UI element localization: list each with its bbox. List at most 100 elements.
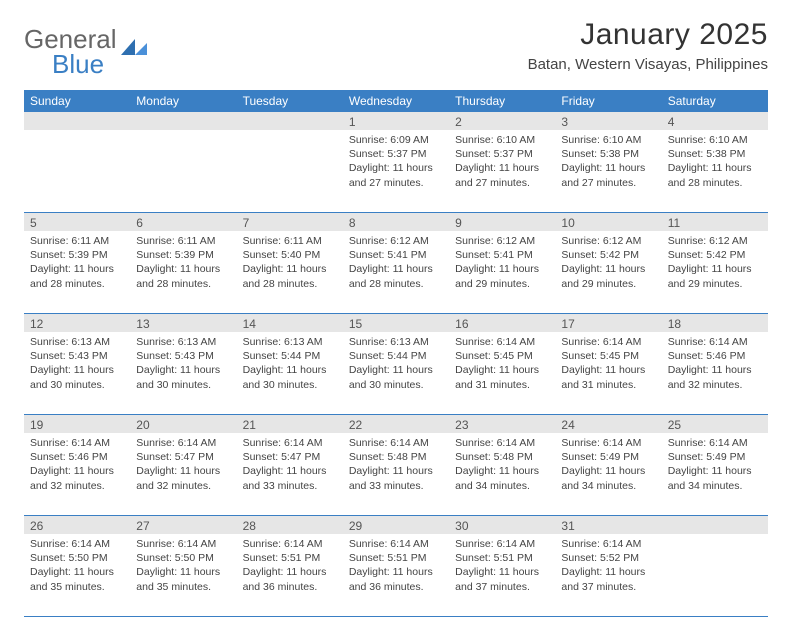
day-number: 25 [662, 415, 768, 433]
day-info-line: Daylight: 11 hours and 37 minutes. [561, 565, 655, 593]
day-number: 12 [24, 314, 130, 332]
day-info-line: Sunrise: 6:12 AM [561, 234, 655, 248]
day-info-line: Sunrise: 6:14 AM [668, 436, 762, 450]
day-number: 26 [24, 516, 130, 534]
day-cell: Sunrise: 6:14 AMSunset: 5:45 PMDaylight:… [555, 332, 661, 414]
day-cell: Sunrise: 6:14 AMSunset: 5:51 PMDaylight:… [237, 534, 343, 616]
weekday-header-row: SundayMondayTuesdayWednesdayThursdayFrid… [24, 90, 768, 112]
day-info-line: Sunset: 5:51 PM [455, 551, 549, 565]
day-info-line: Daylight: 11 hours and 31 minutes. [561, 363, 655, 391]
day-number: 2 [449, 112, 555, 130]
day-number [662, 516, 768, 534]
day-number: 14 [237, 314, 343, 332]
day-cell: Sunrise: 6:14 AMSunset: 5:46 PMDaylight:… [24, 433, 130, 515]
day-cell: Sunrise: 6:14 AMSunset: 5:47 PMDaylight:… [237, 433, 343, 515]
day-info-line: Daylight: 11 hours and 32 minutes. [30, 464, 124, 492]
day-info-line: Sunset: 5:49 PM [561, 450, 655, 464]
day-info-line: Sunset: 5:39 PM [30, 248, 124, 262]
day-info-line: Daylight: 11 hours and 29 minutes. [561, 262, 655, 290]
day-info-line: Sunset: 5:50 PM [30, 551, 124, 565]
day-number: 22 [343, 415, 449, 433]
day-info-line: Sunrise: 6:14 AM [349, 436, 443, 450]
day-info-line: Sunset: 5:44 PM [243, 349, 337, 363]
day-cell: Sunrise: 6:14 AMSunset: 5:48 PMDaylight:… [343, 433, 449, 515]
day-info-line: Sunrise: 6:11 AM [30, 234, 124, 248]
day-info-line: Sunrise: 6:14 AM [243, 537, 337, 551]
day-info-line: Sunrise: 6:12 AM [455, 234, 549, 248]
day-cell: Sunrise: 6:13 AMSunset: 5:44 PMDaylight:… [237, 332, 343, 414]
day-cell: Sunrise: 6:14 AMSunset: 5:50 PMDaylight:… [24, 534, 130, 616]
day-cell: Sunrise: 6:13 AMSunset: 5:44 PMDaylight:… [343, 332, 449, 414]
day-number: 20 [130, 415, 236, 433]
day-info-line: Sunrise: 6:14 AM [561, 335, 655, 349]
day-cell: Sunrise: 6:14 AMSunset: 5:48 PMDaylight:… [449, 433, 555, 515]
day-info-line: Daylight: 11 hours and 30 minutes. [349, 363, 443, 391]
day-info-line: Sunrise: 6:09 AM [349, 133, 443, 147]
day-info-line: Sunset: 5:44 PM [349, 349, 443, 363]
day-info-line: Daylight: 11 hours and 28 minutes. [30, 262, 124, 290]
day-info-line: Daylight: 11 hours and 28 minutes. [243, 262, 337, 290]
day-cell: Sunrise: 6:10 AMSunset: 5:38 PMDaylight:… [662, 130, 768, 212]
day-number: 18 [662, 314, 768, 332]
day-info-line: Sunset: 5:40 PM [243, 248, 337, 262]
day-info-line: Daylight: 11 hours and 30 minutes. [243, 363, 337, 391]
day-info-line: Sunrise: 6:10 AM [455, 133, 549, 147]
day-number: 21 [237, 415, 343, 433]
day-info-line: Sunrise: 6:10 AM [668, 133, 762, 147]
day-cell: Sunrise: 6:14 AMSunset: 5:49 PMDaylight:… [555, 433, 661, 515]
day-cell: Sunrise: 6:11 AMSunset: 5:40 PMDaylight:… [237, 231, 343, 313]
day-cell: Sunrise: 6:14 AMSunset: 5:51 PMDaylight:… [343, 534, 449, 616]
day-number: 9 [449, 213, 555, 231]
day-number: 6 [130, 213, 236, 231]
day-info-line: Sunrise: 6:13 AM [243, 335, 337, 349]
day-info-line: Daylight: 11 hours and 30 minutes. [136, 363, 230, 391]
week-row: Sunrise: 6:13 AMSunset: 5:43 PMDaylight:… [24, 332, 768, 415]
day-number [24, 112, 130, 130]
week-row: Sunrise: 6:11 AMSunset: 5:39 PMDaylight:… [24, 231, 768, 314]
day-info-line: Daylight: 11 hours and 36 minutes. [243, 565, 337, 593]
day-number: 24 [555, 415, 661, 433]
weekday-header: Friday [555, 90, 661, 112]
day-info-line: Sunset: 5:48 PM [455, 450, 549, 464]
day-info-line: Sunset: 5:49 PM [668, 450, 762, 464]
day-info-line: Sunset: 5:47 PM [243, 450, 337, 464]
day-number: 29 [343, 516, 449, 534]
day-number-row: 19202122232425 [24, 415, 768, 433]
week-row: Sunrise: 6:09 AMSunset: 5:37 PMDaylight:… [24, 130, 768, 213]
day-info-line: Sunset: 5:51 PM [349, 551, 443, 565]
day-cell: Sunrise: 6:11 AMSunset: 5:39 PMDaylight:… [24, 231, 130, 313]
day-info-line: Sunrise: 6:10 AM [561, 133, 655, 147]
day-info-line: Daylight: 11 hours and 35 minutes. [136, 565, 230, 593]
day-info-line: Daylight: 11 hours and 27 minutes. [455, 161, 549, 189]
day-info-line: Sunset: 5:37 PM [349, 147, 443, 161]
day-info-line: Sunrise: 6:14 AM [30, 537, 124, 551]
day-number-row: 567891011 [24, 213, 768, 231]
title-block: January 2025 Batan, Western Visayas, Phi… [528, 18, 768, 73]
day-info-line: Daylight: 11 hours and 33 minutes. [349, 464, 443, 492]
day-number: 16 [449, 314, 555, 332]
weeks-container: 1234Sunrise: 6:09 AMSunset: 5:37 PMDayli… [24, 112, 768, 617]
day-cell: Sunrise: 6:12 AMSunset: 5:42 PMDaylight:… [555, 231, 661, 313]
day-info-line: Sunset: 5:37 PM [455, 147, 549, 161]
day-info-line: Sunset: 5:38 PM [561, 147, 655, 161]
day-cell [237, 130, 343, 212]
day-cell: Sunrise: 6:11 AMSunset: 5:39 PMDaylight:… [130, 231, 236, 313]
day-number-row: 1234 [24, 112, 768, 130]
day-number: 5 [24, 213, 130, 231]
day-info-line: Sunset: 5:42 PM [668, 248, 762, 262]
day-info-line: Sunrise: 6:11 AM [243, 234, 337, 248]
day-number: 31 [555, 516, 661, 534]
day-info-line: Sunrise: 6:14 AM [455, 436, 549, 450]
week-row: Sunrise: 6:14 AMSunset: 5:46 PMDaylight:… [24, 433, 768, 516]
day-cell: Sunrise: 6:14 AMSunset: 5:50 PMDaylight:… [130, 534, 236, 616]
day-cell: Sunrise: 6:09 AMSunset: 5:37 PMDaylight:… [343, 130, 449, 212]
day-cell: Sunrise: 6:13 AMSunset: 5:43 PMDaylight:… [24, 332, 130, 414]
day-info-line: Daylight: 11 hours and 34 minutes. [455, 464, 549, 492]
day-info-line: Sunrise: 6:14 AM [455, 335, 549, 349]
day-info-line: Sunrise: 6:14 AM [561, 537, 655, 551]
day-info-line: Daylight: 11 hours and 31 minutes. [455, 363, 549, 391]
day-info-line: Sunset: 5:43 PM [136, 349, 230, 363]
day-cell [130, 130, 236, 212]
day-info-line: Sunrise: 6:14 AM [136, 537, 230, 551]
day-info-line: Daylight: 11 hours and 29 minutes. [455, 262, 549, 290]
